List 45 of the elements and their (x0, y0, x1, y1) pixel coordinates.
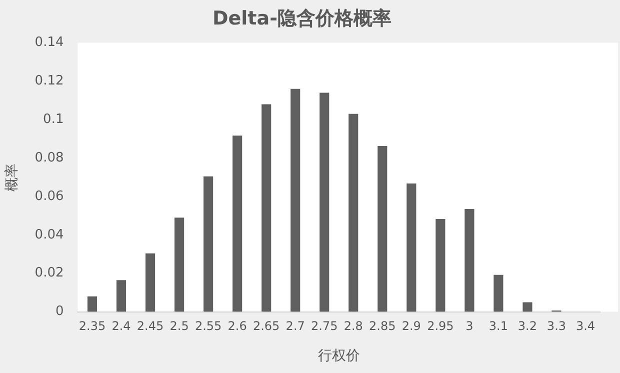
bar (87, 296, 98, 312)
x-tick-label: 2.35 (78, 319, 106, 334)
x-tick-label: 2.6 (228, 319, 247, 334)
x-tick-label: 2.95 (427, 319, 454, 334)
bar (522, 302, 532, 312)
x-tick-label: 3 (466, 319, 474, 334)
bar (378, 146, 388, 312)
y-tick-label: 0.08 (34, 150, 64, 166)
x-tick-label: 3.4 (576, 319, 596, 334)
bar (464, 209, 474, 312)
x-tick-label: 2.85 (369, 319, 396, 334)
x-tick-label: 2.65 (252, 319, 280, 334)
y-tick-label: 0.02 (34, 266, 64, 281)
bar (406, 183, 416, 312)
x-tick-label: 2.9 (402, 319, 421, 334)
bar (436, 218, 446, 312)
y-tick-label: 0 (55, 304, 64, 320)
y-tick-label: 0.06 (34, 188, 64, 204)
y-tick-label: 0.12 (34, 74, 64, 89)
bar (262, 104, 272, 312)
bar (290, 88, 300, 312)
x-tick-label: 2.45 (136, 319, 164, 334)
y-tick-label: 0.04 (34, 227, 64, 242)
x-tick-label: 3.2 (518, 319, 538, 334)
x-tick-label: 2.8 (344, 319, 363, 334)
y-axis-title: 概率 (4, 163, 20, 192)
y-tick-label: 0.14 (34, 35, 64, 50)
x-tick-label: 3.3 (546, 319, 566, 334)
x-tick-label: 3.1 (488, 319, 508, 334)
x-tick-label: 2.4 (112, 319, 131, 334)
bar (320, 92, 330, 312)
x-tick-label: 2.5 (170, 319, 189, 334)
x-axis-title: 行权价 (318, 348, 360, 364)
bar (348, 114, 358, 312)
y-tick-label: 0.1 (43, 112, 64, 128)
bar (232, 136, 242, 312)
x-tick-label: 2.55 (194, 319, 222, 334)
bar (494, 274, 504, 312)
bar (204, 176, 214, 312)
bar (145, 253, 156, 312)
x-tick-label: 2.75 (311, 319, 338, 334)
bar (116, 280, 126, 312)
x-tick-label: 2.7 (286, 319, 305, 334)
chart-title: Delta-隐含价格概率 (212, 7, 392, 30)
bar (174, 218, 184, 312)
